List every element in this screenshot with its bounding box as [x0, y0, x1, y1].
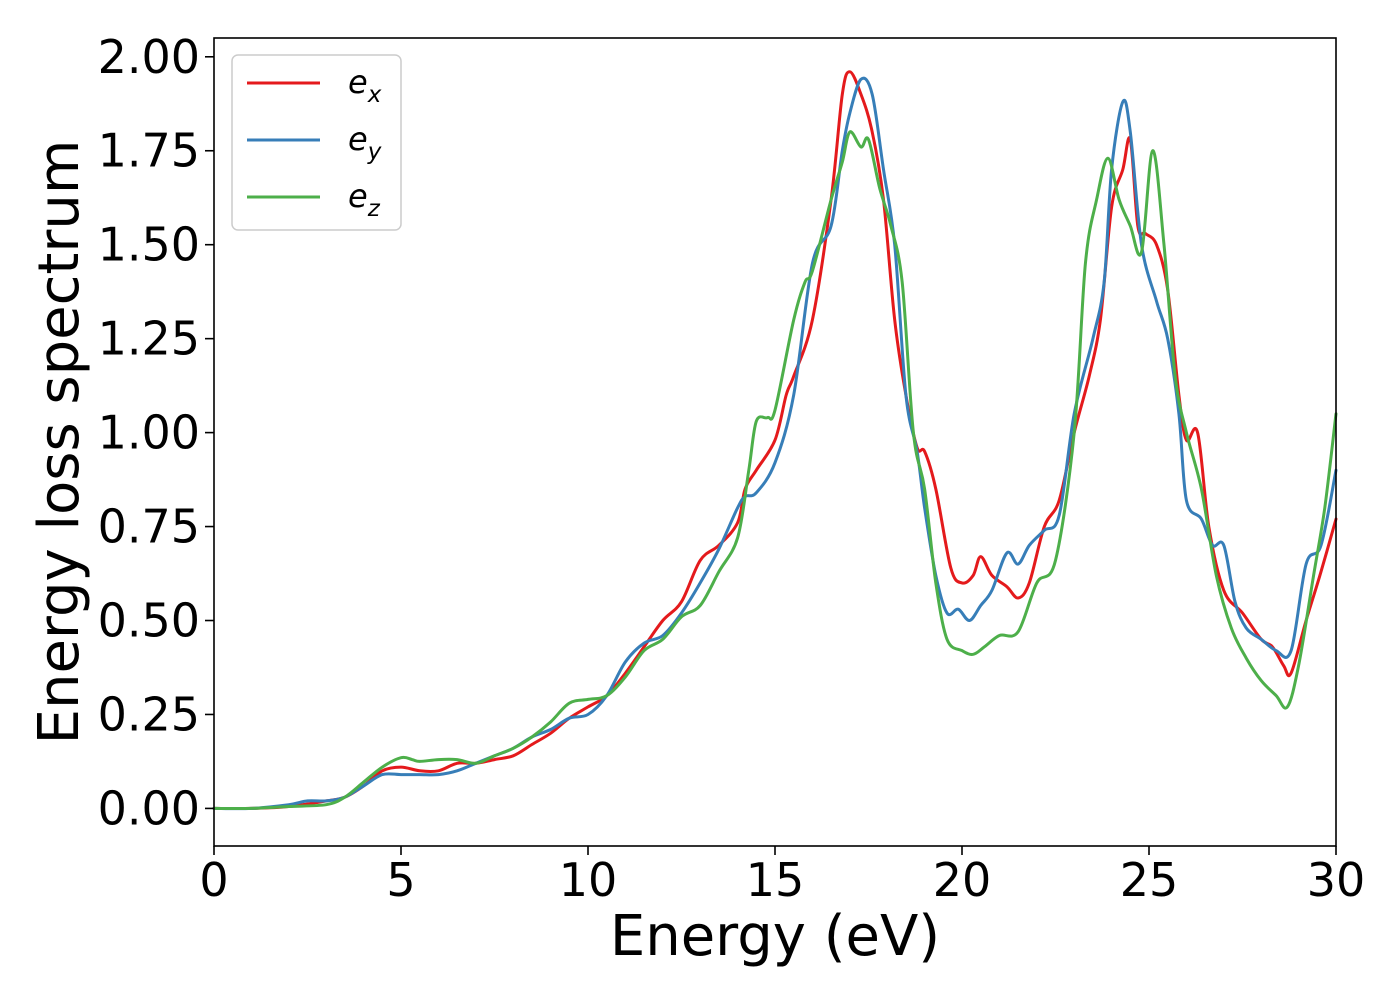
y-tick-label: 0.00: [98, 781, 200, 835]
legend-label-z: ez: [348, 177, 381, 222]
x-axis-label: Energy (eV): [610, 904, 940, 969]
series-line-z: [212, 130, 1338, 811]
y-tick-label: 1.75: [98, 124, 200, 178]
x-tick-label: 0: [199, 853, 228, 907]
y-axis-label: Energy loss spectrum: [27, 140, 92, 745]
y-tick-label: 1.25: [98, 312, 200, 366]
y-tick-label: 0.25: [98, 687, 200, 741]
x-tick-label: 20: [933, 853, 992, 907]
x-tick-label: 25: [1120, 853, 1179, 907]
series-layer: [212, 70, 1338, 811]
x-tick-label: 10: [559, 853, 618, 907]
y-tick-label: 0.75: [98, 500, 200, 554]
y-tick-label: 1.50: [98, 218, 200, 272]
legend-label-x: ex: [348, 63, 382, 108]
x-tick-label: 30: [1307, 853, 1366, 907]
x-tick-label: 5: [386, 853, 415, 907]
series-line-x: [212, 70, 1338, 811]
y-tick-label: 0.50: [98, 594, 200, 648]
legend: ex ey ez: [231, 54, 402, 231]
x-axis: 0 5 10 15 20 25 30: [199, 846, 1365, 907]
y-tick-label: 1.00: [98, 406, 200, 460]
x-tick-label: 15: [746, 853, 805, 907]
legend-frame: [231, 54, 402, 231]
y-tick-label: 2.00: [98, 30, 200, 84]
y-axis: 0.00 0.25 0.50 0.75 1.00 1.25 1.50 1.75 2.00: [98, 30, 214, 835]
legend-label-y: ey: [348, 120, 382, 165]
